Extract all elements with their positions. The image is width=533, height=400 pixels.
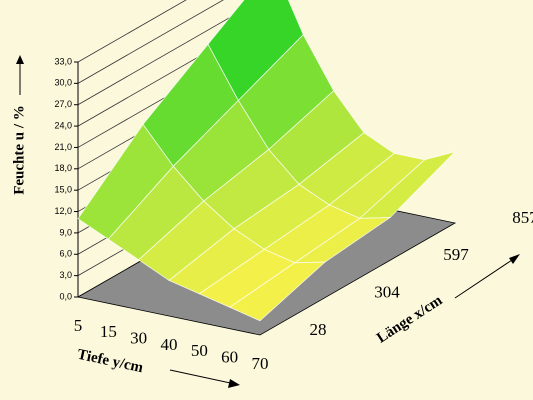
y-arrow-head (228, 379, 240, 388)
y-tick-label: 5 (74, 316, 83, 335)
surface-cell (228, 261, 327, 322)
grid-line (77, 0, 187, 63)
y-tick-label: 70 (252, 354, 269, 373)
y-tick-label: 40 (161, 335, 178, 354)
y-tick-label: 60 (221, 348, 238, 367)
x-arrow (454, 257, 516, 299)
y-tick-label: 50 (191, 341, 208, 360)
z-axis-title: Feuchte u / % (11, 105, 27, 195)
z-tick-label: 0,0 (59, 291, 72, 301)
z-tick-label: 33,0 (54, 56, 72, 66)
z-arrow-head (16, 55, 24, 64)
x-tick-label: 304 (374, 283, 400, 302)
z-tick-label: 24,0 (54, 120, 72, 130)
z-tick-label: 9,0 (59, 227, 72, 237)
x-tick-label: 857 (512, 208, 533, 227)
y-tick-label: 15 (100, 322, 117, 341)
y-tick-label: 30 (130, 329, 147, 348)
x-tick-label: 28 (310, 320, 327, 339)
z-tick-label: 15,0 (54, 185, 72, 195)
z-tick-label: 12,0 (54, 206, 72, 216)
z-tick-label: 6,0 (59, 249, 72, 259)
y-arrow (169, 369, 236, 385)
z-tick-label: 3,0 (59, 270, 72, 280)
z-tick-label: 27,0 (54, 99, 72, 109)
x-arrow-head (509, 254, 520, 264)
z-tick-label: 21,0 (54, 142, 72, 152)
z-tick-label: 30,0 (54, 78, 72, 88)
grid-line (77, 0, 224, 84)
z-tick-label: 18,0 (54, 163, 72, 173)
x-tick-label: 597 (443, 245, 469, 264)
